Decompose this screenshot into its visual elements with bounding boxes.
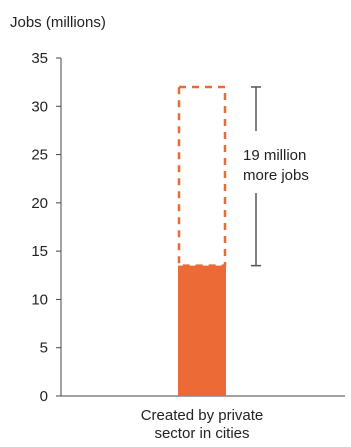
y-tick-label: 35 (31, 50, 48, 67)
annotation: 19 million more jobs (243, 86, 309, 267)
x-category-label: sector in cities (154, 425, 249, 442)
annotation-label: 19 million (243, 147, 306, 164)
annotation-label: more jobs (243, 167, 309, 184)
potential-bar-outline (177, 85, 227, 267)
bars (177, 85, 227, 396)
y-tick-label: 15 (31, 243, 48, 260)
y-tick-label: 25 (31, 147, 48, 164)
y-tick-label: 0 (40, 388, 48, 405)
x-category-label: Created by private (141, 407, 264, 424)
y-tick-label: 10 (31, 291, 48, 308)
y-tick-label: 20 (31, 195, 48, 212)
y-axis-title: Jobs (millions) (10, 14, 106, 31)
y-axis: 0 5 10 15 20 25 30 35 (31, 50, 62, 405)
bar (178, 265, 226, 396)
y-tick-label: 5 (40, 340, 48, 357)
y-tick-label: 30 (31, 98, 48, 115)
